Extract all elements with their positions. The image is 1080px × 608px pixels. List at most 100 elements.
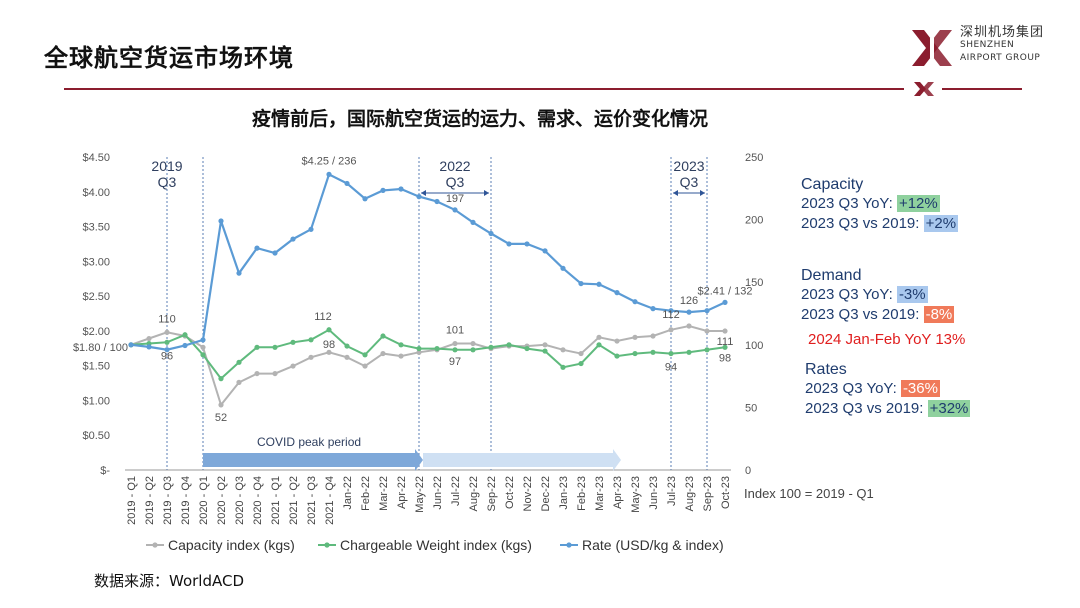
capacity-yoy-label: 2023 Q3 YoY: (801, 195, 897, 212)
demand-yoy-label: 2023 Q3 YoY: (801, 286, 897, 303)
right-tick-label: 0 (745, 465, 751, 477)
series-point-1 (362, 352, 368, 358)
x-tick-label: 2020 - Q4 (252, 476, 264, 525)
series-point-1 (416, 345, 422, 352)
demand-block: Demand 2023 Q3 YoY: -3% 2023 Q3 vs 2019:… (801, 267, 955, 325)
series-point-1 (488, 344, 494, 350)
series-point-2 (614, 290, 620, 296)
demand-heading: Demand (801, 267, 862, 284)
series-point-1 (506, 342, 512, 348)
x-tick-label: Feb-23 (576, 476, 588, 511)
demand-yoy-value: -3% (896, 286, 928, 303)
covid-period-arrow (203, 449, 423, 471)
x-tick-label: 2021 - Q2 (288, 476, 300, 525)
left-tick-label: $1.50 (82, 361, 110, 373)
series-point-1 (290, 339, 296, 345)
series-point-1 (236, 359, 242, 365)
series-point-1 (182, 332, 188, 338)
x-tick-label: Mar-22 (378, 476, 390, 511)
right-tick-label: 200 (745, 215, 763, 227)
series-point-0 (254, 370, 260, 377)
x-tick-label: 2020 - Q2 (216, 476, 228, 525)
series-point-2 (272, 250, 278, 256)
series-point-2 (326, 171, 332, 177)
x-tick-label: Sep-22 (486, 476, 498, 511)
series-point-0 (344, 354, 350, 360)
series-point-2 (146, 344, 152, 350)
covid-period-label: COVID peak period (257, 435, 361, 449)
series-point-0 (560, 347, 566, 353)
series-point-1 (218, 376, 224, 382)
series-point-1 (542, 348, 548, 354)
x-tick-label: Aug-23 (684, 476, 696, 511)
series-point-1 (164, 339, 170, 345)
x-tick-label: 2021 - Q4 (324, 476, 336, 525)
series-point-0 (218, 402, 224, 408)
series-point-0 (236, 379, 242, 385)
series-line-1 (130, 328, 726, 381)
series-point-1 (380, 333, 386, 339)
period-arrowhead-right (700, 190, 705, 196)
x-tick-label: 2019 - Q3 (162, 476, 174, 525)
series-point-1 (452, 347, 458, 353)
series-point-2 (362, 196, 368, 202)
series-point-0 (398, 353, 404, 359)
index-note: Index 100 = 2019 - Q1 (744, 486, 874, 501)
series-point-1 (722, 344, 728, 350)
series-point-0 (704, 328, 710, 334)
capacity-vs2019-value: +2% (923, 215, 959, 232)
right-tick-label: 100 (745, 340, 763, 352)
series-point-0 (290, 363, 296, 369)
series-line-0 (130, 324, 725, 407)
series-point-0 (686, 323, 692, 329)
data-label: 110 (158, 313, 176, 325)
left-tick-label: $3.50 (82, 222, 110, 234)
series-point-2 (380, 187, 386, 193)
series-point-0 (326, 349, 332, 355)
series-point-1 (596, 342, 602, 348)
series-point-2 (488, 230, 494, 237)
rates-yoy-label: 2023 Q3 YoY: (805, 380, 901, 397)
series-point-2 (416, 194, 422, 200)
series-point-2 (434, 198, 440, 205)
series-point-0 (452, 340, 458, 347)
data-label: 126 (680, 295, 698, 307)
series-point-1 (344, 343, 350, 349)
period-label-quarter: Q3 (680, 174, 699, 190)
series-point-2 (542, 248, 548, 254)
capacity-vs2019-label: 2023 Q3 vs 2019: (801, 215, 924, 232)
left-tick-label: $- (100, 465, 110, 477)
series-point-0 (632, 334, 638, 340)
page-title: 全球航空货运市场环境 (44, 44, 294, 72)
period-label-quarter: Q3 (158, 174, 177, 190)
x-tick-label: Jun-23 (648, 476, 660, 510)
series-point-0 (614, 338, 620, 344)
legend-label-0: Capacity index (kgs) (168, 537, 295, 553)
legend-marker-1 (324, 542, 330, 548)
x-tick-label: Oct-23 (720, 476, 732, 509)
data-label: 96 (161, 350, 173, 362)
data-label: 52 (215, 412, 227, 424)
left-tick-label: $2.00 (82, 326, 110, 338)
series-point-2 (344, 180, 350, 187)
series-point-0 (722, 328, 728, 334)
rates-vs2019-value: +32% (927, 400, 971, 417)
x-tick-label: Apr-22 (396, 476, 408, 509)
series-point-1 (254, 344, 260, 350)
series-point-1 (200, 352, 206, 358)
capacity-yoy-value: +12% (896, 195, 940, 212)
demand-vs2019-value: -8% (923, 306, 955, 323)
series-point-0 (650, 333, 656, 339)
series-point-2 (650, 306, 656, 312)
x-tick-label: 2020 - Q1 (198, 476, 210, 525)
series-point-1 (308, 337, 314, 343)
data-label: 101 (446, 325, 464, 337)
series-point-2 (218, 218, 224, 224)
legend-label-2: Rate (USD/kg & index) (582, 537, 724, 553)
series-point-2 (686, 309, 692, 315)
series-point-0 (416, 349, 422, 355)
header-divider-right (942, 88, 1022, 90)
data-label: 98 (719, 352, 731, 364)
series-point-2 (668, 308, 674, 314)
